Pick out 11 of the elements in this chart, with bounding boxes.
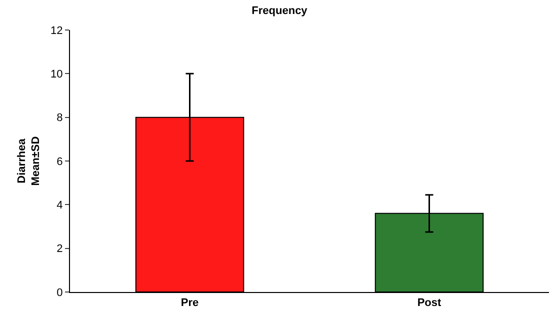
y-tick-label: 6 (56, 156, 63, 168)
y-axis-title: Diarrhea Mean±SD (16, 136, 42, 186)
y-tick-label: 12 (50, 24, 63, 37)
y-tick-label: 0 (56, 286, 63, 299)
chart-title: Frequency (252, 5, 308, 18)
y-tick-label: 8 (56, 112, 63, 124)
x-tick-label: Post (417, 297, 442, 310)
y-tick-label: 2 (56, 243, 63, 256)
y-tick-label: 10 (50, 68, 63, 81)
y-tick-label: 4 (56, 200, 63, 212)
x-tick-label: Pre (180, 297, 199, 310)
